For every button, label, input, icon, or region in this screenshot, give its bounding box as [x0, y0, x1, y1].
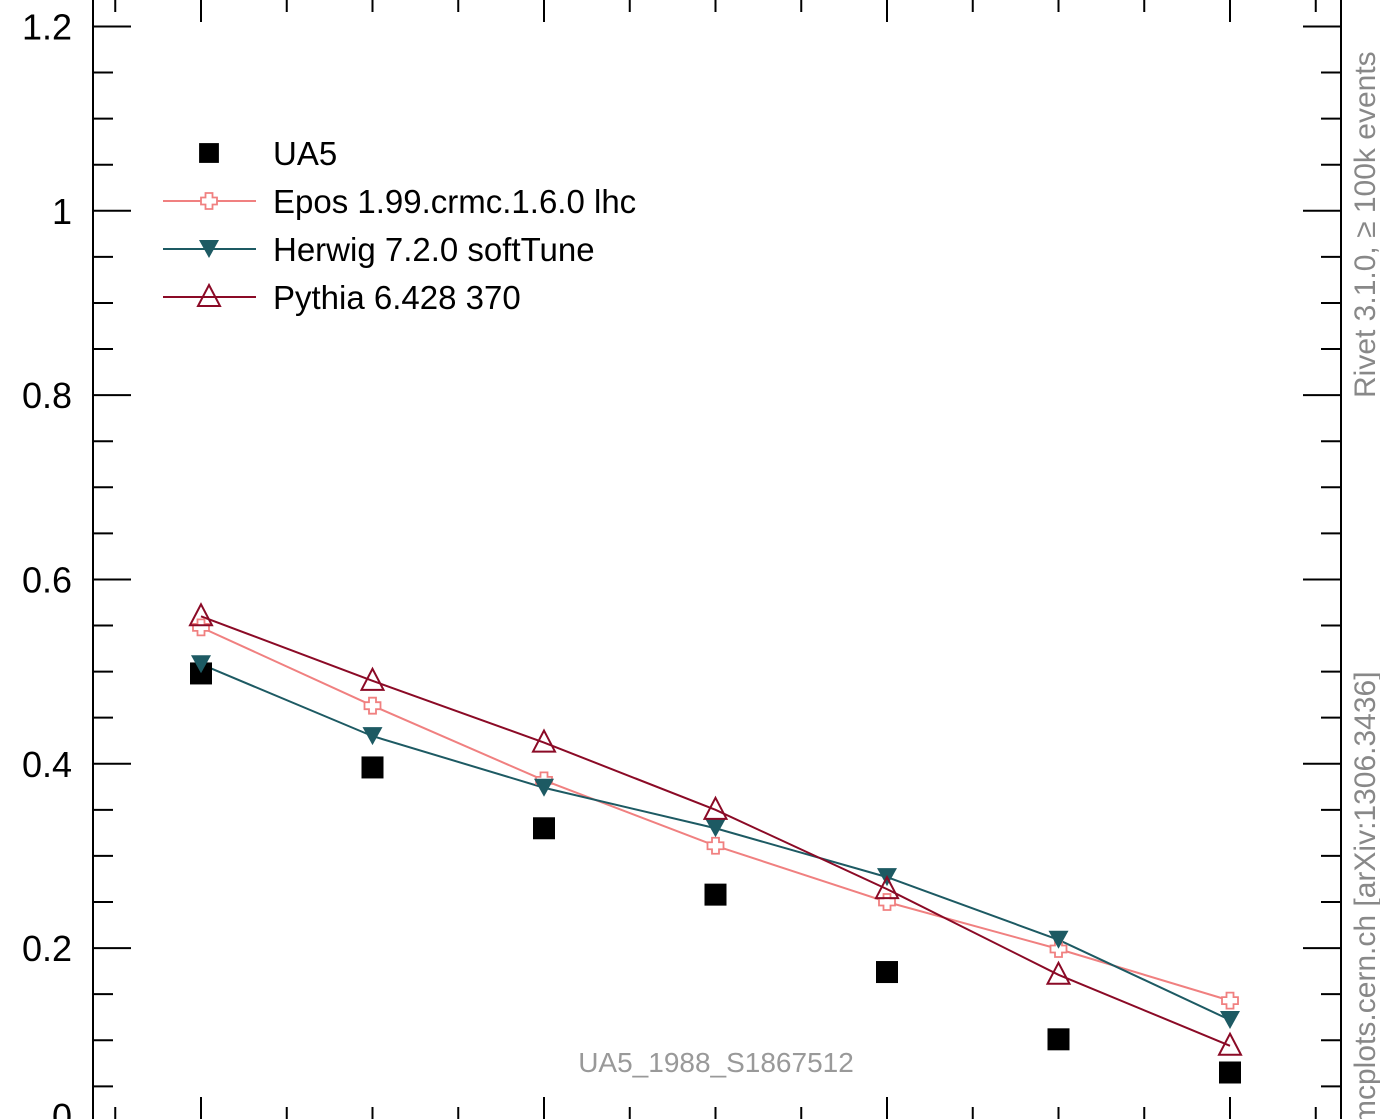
legend-marker-ua5: [199, 143, 219, 163]
y-tick-label: 0.4: [22, 744, 72, 785]
data-point-ua5: [190, 662, 212, 685]
legend: UA5 Epos 1.99.crmc.1.6.0 lhc Herwig 7.2.0 …: [163, 135, 636, 316]
data-point-ua5: [1219, 1061, 1241, 1084]
data-point-pythia-6-428-370: [188, 602, 214, 627]
y-tick-label: 1: [52, 191, 72, 232]
y-tick-label-zero: 0: [52, 1096, 72, 1119]
data-point-pythia-6-428-370: [874, 874, 900, 900]
legend-marker-epos-1-99-crmc-1-6-0-lhc: [200, 192, 218, 210]
mcplots-reference-label: mcplots.cern.ch [arXiv:1306.3436]: [1349, 671, 1380, 1119]
y-axis: 0.2 0.4 0.6 0.8 1 1.2 0: [22, 6, 1341, 1119]
data-point-pythia-6-428-370: [1217, 1031, 1243, 1056]
data-point-herwig-7-2-0-softtune: [1048, 930, 1069, 949]
data-point-epos-1-99-crmc-1-6-0-lhc: [192, 618, 210, 637]
data-point-pythia-6-428-370: [359, 666, 386, 691]
legend-label-pythia-6-428-370: Pythia 6.428 370: [273, 279, 521, 316]
data-point-ua5: [533, 817, 555, 840]
analysis-label: UA5_1988_S1867512: [578, 1047, 854, 1078]
rivet-version-label: Rivet 3.1.0, ≥ 100k events: [1349, 51, 1380, 398]
data-point-epos-1-99-crmc-1-6-0-lhc: [1049, 940, 1068, 958]
data-point-ua5: [704, 883, 727, 906]
plot-frame: [92, 0, 1342, 1119]
data-point-herwig-7-2-0-softtune: [705, 819, 726, 838]
y-tick-label: 0.6: [22, 559, 72, 600]
legend-label-ua5: UA5: [273, 135, 337, 172]
series-line-pythia-6-428-370: [200, 615, 1231, 1047]
legend-label-epos-1-99-crmc-1-6-0-lhc: Epos 1.99.crmc.1.6.0 lhc: [273, 183, 636, 220]
data-point-ua5: [361, 756, 384, 779]
legend-label-herwig-7-2-0-softtune: Herwig 7.2.0 softTune: [273, 231, 595, 268]
data-point-herwig-7-2-0-softtune: [1220, 1010, 1240, 1029]
data-point-epos-1-99-crmc-1-6-0-lhc: [1221, 991, 1239, 1010]
data-point-epos-1-99-crmc-1-6-0-lhc: [706, 836, 725, 855]
x-axis: [114, 0, 1317, 1119]
series-points: [188, 602, 1243, 1084]
y-tick-label: 1.2: [22, 6, 72, 47]
data-point-pythia-6-428-370: [531, 728, 557, 753]
data-point-ua5: [1047, 1028, 1070, 1051]
y-tick-label: 0.2: [22, 928, 72, 969]
legend-marker-herwig-7-2-0-softtune: [199, 240, 219, 258]
data-point-herwig-7-2-0-softtune: [362, 727, 383, 746]
data-point-epos-1-99-crmc-1-6-0-lhc: [363, 696, 382, 715]
data-point-pythia-6-428-370: [702, 795, 729, 820]
data-point-herwig-7-2-0-softtune: [191, 655, 211, 674]
data-point-pythia-6-428-370: [1045, 960, 1072, 985]
data-point-ua5: [876, 961, 898, 984]
legend-marker-pythia-6-428-370: [196, 282, 222, 307]
y-tick-label: 0.8: [22, 375, 72, 416]
data-point-herwig-7-2-0-softtune: [534, 778, 554, 797]
